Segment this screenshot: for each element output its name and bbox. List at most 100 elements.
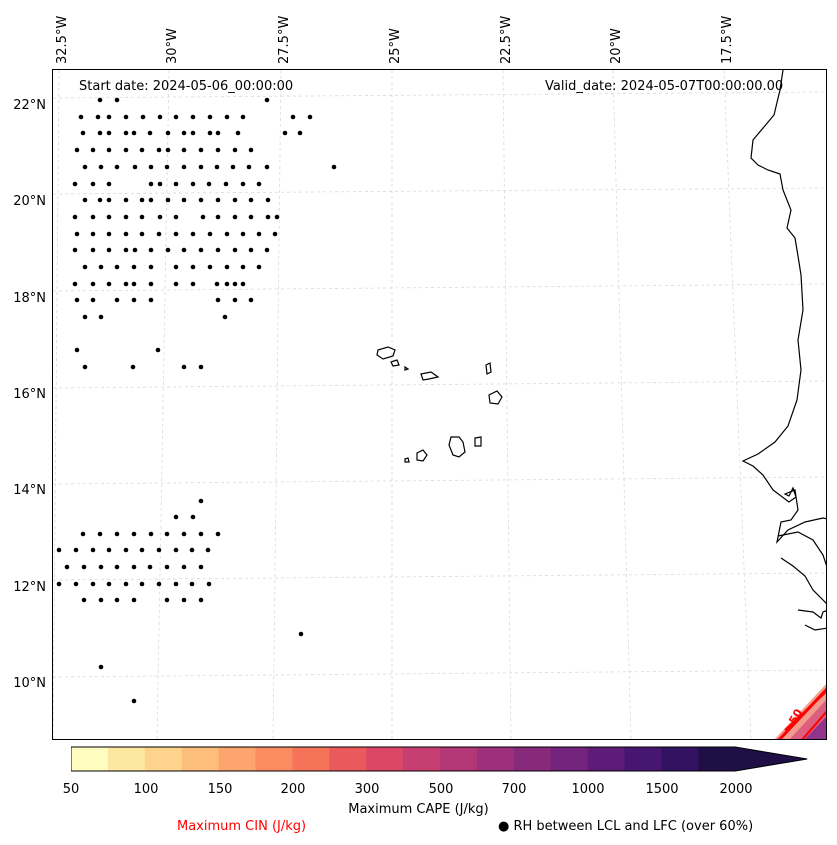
colorbar-outline (71, 746, 808, 772)
rh-dot (181, 247, 187, 253)
rh-dot (106, 147, 112, 153)
rh-dot (82, 164, 88, 170)
rh-dot (156, 547, 162, 553)
rh-dot (123, 214, 129, 220)
rh-dot (207, 231, 213, 237)
rh-dot (215, 531, 221, 537)
rh-dot (190, 181, 196, 187)
colorbar-segment (71, 747, 109, 771)
rh-dot (215, 130, 221, 136)
colorbar-segment (624, 747, 662, 771)
map-canvas: 50 (53, 70, 826, 739)
rh-dot (73, 581, 79, 587)
rh-dot (123, 231, 129, 237)
rh-dot (98, 164, 104, 170)
rh-dot (131, 264, 137, 270)
rh-dot (82, 364, 88, 370)
rh-dot (232, 281, 238, 287)
rh-dot (274, 214, 280, 220)
rh-dot (173, 181, 179, 187)
rh-dot (164, 164, 170, 170)
cin-legend-label: Maximum CIN (J/kg) (177, 819, 307, 834)
rh-dot (80, 531, 86, 537)
rh-dot (97, 130, 103, 136)
rh-dot (148, 281, 154, 287)
rh-dot (190, 514, 196, 520)
cb-tick-700: 700 (501, 782, 527, 797)
rh-dot (198, 247, 204, 253)
rh-dot (81, 564, 87, 570)
rh-dot (81, 597, 87, 603)
rh-dot (181, 197, 187, 203)
rh-dot (189, 547, 195, 553)
rh-dot (190, 114, 196, 120)
rh-dot (173, 514, 179, 520)
rh-dot (224, 231, 230, 237)
rh-dot (74, 231, 80, 237)
rh-dot (222, 314, 228, 320)
rh-dot (130, 364, 136, 370)
rh-dot (82, 197, 88, 203)
rh-dot (155, 347, 161, 353)
rh-dot (240, 114, 246, 120)
cape-colorbar (71, 746, 808, 772)
rh-dot (173, 214, 179, 220)
cb-tick-200: 200 (280, 782, 306, 797)
rh-dot (240, 281, 246, 287)
rh-dot (164, 597, 170, 603)
rh-dot (114, 164, 120, 170)
rh-dot (64, 564, 70, 570)
rh-dot (173, 231, 179, 237)
lat-label-16n: 16°N (13, 387, 46, 402)
cb-tick-1000: 1000 (571, 782, 605, 797)
rh-legend: ● RH between LCL and LFC (over 60%) (498, 819, 753, 834)
rh-dot (290, 114, 296, 120)
rh-dot (123, 130, 129, 136)
colorbar-extend-arrow (735, 747, 808, 771)
rh-dot (232, 197, 238, 203)
rh-dot (248, 297, 254, 303)
rh-dot (232, 247, 238, 253)
rh-dot (106, 547, 112, 553)
rh-dot (248, 214, 254, 220)
rh-dot (206, 181, 212, 187)
rh-dot (106, 197, 112, 203)
rh-dot (123, 114, 129, 120)
rh-dot (106, 247, 112, 253)
rh-dot (207, 130, 213, 136)
rh-dot (181, 130, 187, 136)
colorbar-segment (144, 747, 183, 771)
rh-dot (173, 547, 179, 553)
rh-dot (207, 264, 213, 270)
rh-dot (82, 264, 88, 270)
rh-dot (230, 164, 236, 170)
rh-dot (131, 297, 137, 303)
rh-dot (248, 197, 254, 203)
rh-dot (147, 130, 153, 136)
rh-dot (181, 531, 187, 537)
colorbar-segment (107, 747, 146, 771)
map-panel[interactable]: 50 Start date: 2024-05-06_00:00:00 Valid… (52, 69, 827, 740)
rh-dot (74, 297, 80, 303)
colorbar-segment (661, 747, 699, 771)
rh-dot (148, 197, 154, 203)
rh-dot (148, 531, 154, 537)
colorbar-segment (292, 747, 330, 771)
rh-dot (297, 130, 303, 136)
rh-dot (200, 214, 206, 220)
rh-dot (246, 164, 252, 170)
rh-dot (232, 297, 238, 303)
rh-dot (147, 564, 153, 570)
rh-dot (256, 231, 262, 237)
rh-dot (123, 581, 129, 587)
lon-label-22-5w: 22.5°W (499, 15, 514, 64)
rh-dot (73, 547, 79, 553)
rh-dot (272, 231, 278, 237)
rh-dot (90, 297, 96, 303)
rh-dot (248, 247, 254, 253)
rh-dot (181, 164, 187, 170)
rh-dot (157, 114, 163, 120)
rh-dot (74, 347, 80, 353)
rh-dot (148, 297, 154, 303)
rh-dot (181, 364, 187, 370)
